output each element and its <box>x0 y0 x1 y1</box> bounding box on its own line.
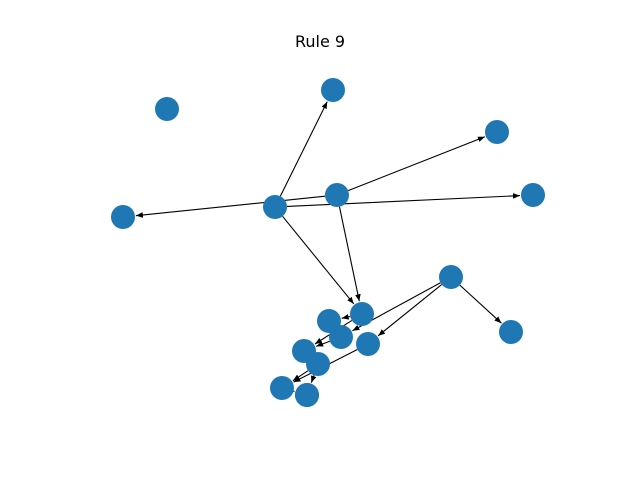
edge-g-j <box>338 206 361 302</box>
edge-i-h <box>459 284 502 324</box>
node-c <box>111 205 135 229</box>
node-i <box>439 265 463 289</box>
node-e <box>521 183 545 207</box>
node-k <box>356 332 380 356</box>
node-a <box>155 97 179 121</box>
node-p <box>270 376 294 400</box>
node-o <box>306 352 330 376</box>
node-r <box>295 383 319 407</box>
edge-g-c <box>135 195 326 218</box>
edges-layer <box>135 101 521 393</box>
edge-o-p <box>292 370 309 382</box>
node-j <box>350 302 374 326</box>
edge-f-b <box>279 101 328 197</box>
chart-title: Rule 9 <box>294 32 346 51</box>
node-m <box>329 325 353 349</box>
node-f <box>263 195 287 219</box>
node-h <box>499 320 523 344</box>
edge-g-d <box>347 136 486 192</box>
edge-f-j <box>282 215 355 305</box>
edge-f-e <box>286 193 521 207</box>
edge-o-q <box>310 375 317 383</box>
node-d <box>485 120 509 144</box>
edge-m-n <box>315 340 330 347</box>
edge-j-l <box>341 314 351 320</box>
node-g <box>325 183 349 207</box>
nodes-layer <box>111 78 545 407</box>
node-b <box>321 78 345 102</box>
edge-i-k <box>377 284 443 337</box>
